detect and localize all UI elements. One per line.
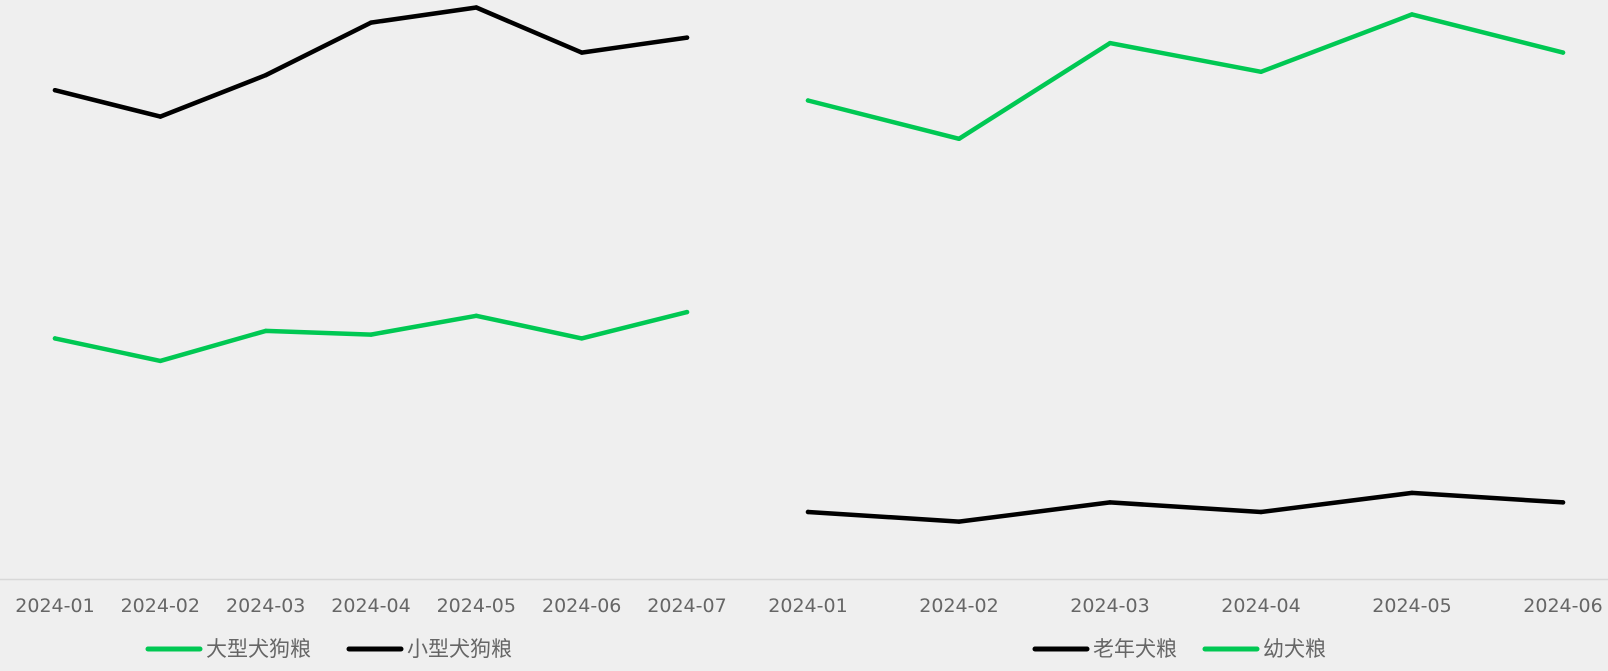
data-point	[1107, 500, 1113, 505]
series-2	[52, 5, 690, 119]
data-point	[956, 519, 962, 524]
data-point	[1560, 50, 1566, 55]
x-tick-label: 2024-01	[768, 595, 847, 617]
legend-label: 幼犬粮	[1263, 637, 1326, 661]
legend-item[interactable]: 小型犬狗粮	[346, 637, 512, 661]
legend-label: 大型犬狗粮	[206, 637, 311, 661]
data-point	[579, 336, 584, 341]
data-point	[805, 509, 811, 515]
series-line	[805, 490, 1566, 524]
data-point	[52, 336, 58, 341]
legend-label: 小型犬狗粮	[407, 637, 512, 661]
data-point	[1560, 500, 1566, 505]
x-tick-label: 2024-03	[226, 595, 305, 617]
data-point	[52, 88, 58, 93]
chart-panel-left: 2024-01 2024-02 2024-03 2024-04 2024-05 2024-…	[15, 5, 727, 661]
data-point	[956, 136, 962, 141]
x-tick-label: 2024-06	[542, 595, 621, 617]
series-line	[805, 12, 1566, 142]
data-point	[368, 332, 374, 337]
data-point	[579, 50, 584, 55]
data-point	[368, 20, 374, 25]
x-tick-label: 2024-04	[331, 595, 410, 617]
x-tick-label: 2024-05	[1372, 595, 1451, 617]
legend-item[interactable]: 老年犬粮	[1032, 637, 1177, 661]
chart-panel-right: 2024-01 2024-02 2024-03 2024-04 2024-05 2024-…	[768, 12, 1603, 661]
series-2	[805, 12, 1566, 142]
data-point	[1107, 40, 1113, 46]
x-tick-label: 2024-01	[15, 595, 94, 617]
x-tick-label: 2024-03	[1070, 595, 1149, 617]
x-tick-label: 2024-05	[437, 595, 516, 617]
data-point	[684, 309, 690, 315]
x-tick-label: 2024-02	[919, 595, 998, 617]
series-1	[52, 309, 690, 364]
data-point	[1258, 509, 1264, 515]
data-point	[158, 358, 163, 364]
data-point	[474, 313, 479, 318]
legend-label: 老年犬粮	[1093, 637, 1177, 661]
legend: 大型犬狗粮 小型犬狗粮	[145, 637, 512, 661]
x-tick-label: 2024-07	[647, 595, 726, 617]
data-point	[1409, 490, 1415, 496]
x-tick-label: 2024-02	[121, 595, 200, 617]
legend-item[interactable]: 大型犬狗粮	[145, 637, 311, 661]
data-point	[805, 98, 811, 103]
data-point	[474, 5, 479, 10]
data-point	[1258, 69, 1264, 75]
data-point	[263, 328, 268, 334]
series-1	[805, 490, 1566, 524]
data-point	[263, 73, 268, 78]
data-point	[1409, 12, 1415, 17]
legend: 老年犬粮 幼犬粮	[1032, 637, 1326, 661]
legend-item[interactable]: 幼犬粮	[1202, 637, 1326, 661]
data-point	[684, 35, 690, 40]
x-tick-label: 2024-04	[1221, 595, 1300, 617]
x-tick-label: 2024-06	[1523, 595, 1602, 617]
data-point	[158, 114, 163, 119]
